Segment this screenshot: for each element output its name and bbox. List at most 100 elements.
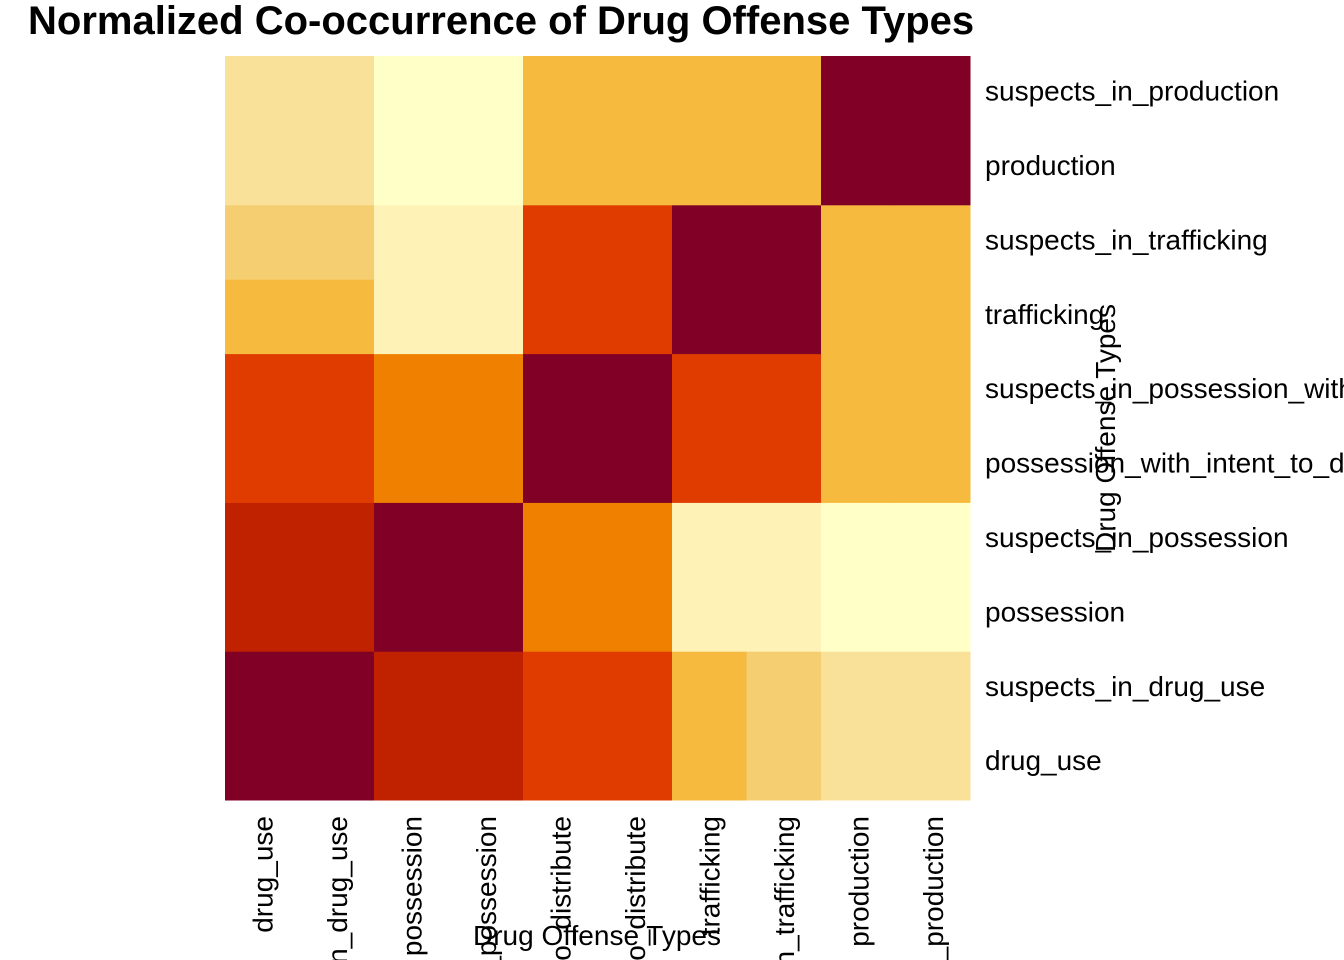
heatmap-cell [523,576,598,652]
y-tick-label: suspects_in_trafficking [985,224,1268,255]
y-tick-label: suspects_in_possession_with_intent_to_di… [985,373,1344,404]
heatmap-cell [746,651,822,727]
heatmap-cell [299,576,375,652]
heatmap-cell [746,428,822,503]
heatmap-cell [672,428,747,503]
heatmap-cell [672,204,747,280]
heatmap-cell [672,353,747,429]
heatmap-cell [225,651,300,727]
y-tick-label: production [985,150,1116,181]
heatmap-cell [597,428,673,503]
heatmap-cell [374,56,449,131]
heatmap-cell [821,502,896,578]
heatmap-cell [225,353,300,429]
x-tick-label: production [843,816,874,947]
heatmap-cell [374,279,449,355]
heatmap-cell [448,56,524,131]
chart-title: Normalized Co-occurrence of Drug Offense… [28,0,974,43]
x-tick-label: possession_with_intent_to_distribute [545,816,576,960]
heatmap-cell [746,725,822,801]
heatmap-cell [895,56,971,131]
heatmap-cell [746,502,822,578]
heatmap-cell [448,279,524,355]
heatmap-cell [895,576,971,652]
heatmap-cell [523,204,598,280]
x-tick-label: drug_use [247,816,278,933]
heatmap-cell [523,502,598,578]
heatmap-cell [374,576,449,652]
heatmap-cell [895,651,971,727]
heatmap-cell [821,56,896,131]
heatmap-cell [523,56,598,131]
x-axis-title: Drug Offense Types [473,920,721,951]
heatmap-cell [448,725,524,801]
heatmap-cell [448,576,524,652]
y-tick-label: possession [985,596,1125,627]
heatmap-cell [597,204,673,280]
heatmap-cell [374,130,449,206]
heatmap-cell [299,279,375,355]
heatmap-cell [374,725,449,801]
heatmap-cell [597,651,673,727]
heatmap-cell [821,651,896,727]
x-tick-label: possession [396,816,427,956]
heatmap-cell [523,130,598,206]
y-tick-label: suspects_in_drug_use [985,671,1265,702]
heatmap-cells [225,56,971,801]
y-tick-label: possession_with_intent_to_distribute [985,448,1344,479]
heatmap-cell [821,725,896,801]
heatmap-cell [597,576,673,652]
heatmap-cell [523,353,598,429]
heatmap-cell [672,56,747,131]
heatmap-cell [225,576,300,652]
heatmap-cell [225,56,300,131]
heatmap-cell [225,502,300,578]
heatmap-cell [448,130,524,206]
heatmap-cell [821,130,896,206]
heatmap-cell [672,502,747,578]
heatmap-cell [448,651,524,727]
heatmap-cell [672,130,747,206]
heatmap-cell [225,130,300,206]
heatmap-cell [299,725,375,801]
heatmap-cell [448,428,524,503]
heatmap-cell [597,279,673,355]
y-tick-label: trafficking [985,299,1104,330]
heatmap-cell [895,130,971,206]
heatmap-cell [672,279,747,355]
y-axis-title: Drug Offense Types [1090,304,1121,552]
heatmap-cell [895,502,971,578]
heatmap-cell [746,56,822,131]
heatmap-cell [746,353,822,429]
heatmap-cell [225,725,300,801]
heatmap-cell [374,204,449,280]
heatmap-cell [299,353,375,429]
heatmap-cell [299,428,375,503]
heatmap-cell [299,56,375,131]
heatmap-cell [597,502,673,578]
heatmap-cell [895,204,971,280]
heatmap-cell [672,725,747,801]
heatmap-cell [448,353,524,429]
x-tick-label: trafficking [694,816,725,935]
heatmap-cell [746,130,822,206]
heatmap-cell [672,651,747,727]
heatmap-cell [597,725,673,801]
heatmap-cell [374,428,449,503]
heatmap-cell [895,428,971,503]
heatmap-cell [299,204,375,280]
x-tick-label: suspects_in_drug_use [322,816,353,960]
heatmap-cell [523,651,598,727]
x-tick-label: suspects_in_possession_with_intent_to_di… [620,816,651,960]
y-tick-label: suspects_in_possession [985,522,1289,553]
heatmap-cell [672,576,747,652]
heatmap-cell [821,353,896,429]
heatmap-cell [895,353,971,429]
heatmap-cell [523,428,598,503]
heatmap-cell [374,502,449,578]
y-tick-label: drug_use [985,745,1102,776]
heatmap-cell [597,130,673,206]
x-tick-label: suspects_in_production [918,816,949,960]
heatmap-cell [821,279,896,355]
